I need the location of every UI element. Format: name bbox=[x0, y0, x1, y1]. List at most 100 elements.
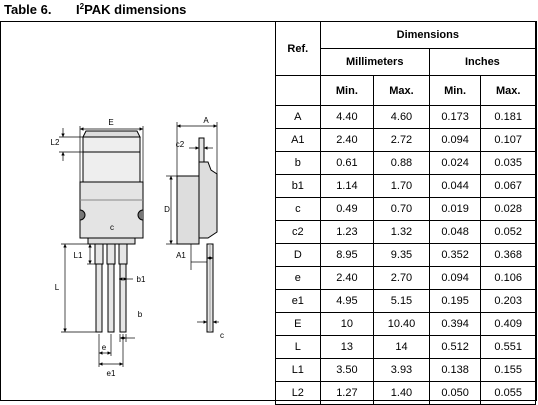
cell-ref: L2 bbox=[275, 381, 321, 405]
cell-mm-min: 8.95 bbox=[319, 243, 375, 267]
cell-mm-max: 14 bbox=[373, 335, 430, 359]
label-e1: e1 bbox=[107, 369, 116, 378]
cell-ref: L bbox=[275, 335, 321, 359]
side-dimensions bbox=[166, 122, 219, 324]
cell-mm-min: 4.40 bbox=[319, 105, 375, 129]
label-b1: b1 bbox=[137, 275, 146, 284]
cell-mm-max: 10.40 bbox=[373, 312, 430, 336]
cell-ref: D bbox=[275, 243, 321, 267]
cell-mm-min: 1.23 bbox=[319, 220, 375, 244]
cell-ref: c2 bbox=[275, 220, 321, 244]
cell-in-max: 0.181 bbox=[480, 105, 536, 129]
table-row: L 13 14 0.512 0.551 bbox=[275, 335, 536, 359]
cell-ref: e bbox=[275, 266, 321, 290]
cell-mm-min: 0.61 bbox=[319, 151, 375, 175]
dimensions-frame: E L2 c L1 L b1 b e e1 bbox=[0, 21, 537, 405]
cell-ref: E bbox=[275, 312, 321, 336]
front-labels: E L2 c L1 L b1 b e e1 bbox=[51, 118, 146, 378]
side-body bbox=[176, 161, 218, 245]
cell-in-max: 0.368 bbox=[480, 243, 536, 267]
cell-in-min: 0.094 bbox=[428, 266, 482, 290]
label-c2: c2 bbox=[176, 140, 185, 149]
label-c-side: c bbox=[220, 331, 224, 340]
cell-in-max: 0.155 bbox=[480, 358, 536, 382]
cell-mm-max: 9.35 bbox=[373, 243, 430, 267]
cell-in-min: 0.044 bbox=[428, 174, 482, 198]
cell-ref: b bbox=[275, 151, 321, 175]
subheader-mm-max: Max. bbox=[373, 75, 430, 106]
cell-mm-max: 3.93 bbox=[373, 358, 430, 382]
cell-mm-min: 13 bbox=[319, 335, 375, 359]
table-row: c 0.49 0.70 0.019 0.028 bbox=[275, 197, 536, 221]
cell-mm-min: 3.50 bbox=[319, 358, 375, 382]
inches-header: Inches bbox=[428, 48, 537, 76]
table-title: PAK dimensions bbox=[84, 2, 187, 17]
table-row: E 10 10.40 0.394 0.409 bbox=[275, 312, 536, 336]
label-D: D bbox=[164, 205, 170, 214]
label-b: b bbox=[138, 310, 143, 319]
cell-in-max: 0.067 bbox=[480, 174, 536, 198]
table-number: Table 6. bbox=[4, 2, 52, 17]
subheader-in-min: Min. bbox=[428, 75, 482, 106]
label-e: e bbox=[102, 343, 107, 352]
side-view bbox=[176, 137, 218, 333]
front-view bbox=[79, 130, 144, 333]
table-row: L2 1.27 1.40 0.050 0.055 bbox=[275, 381, 536, 405]
cell-ref: A1 bbox=[275, 128, 321, 152]
table-row: c2 1.23 1.32 0.048 0.052 bbox=[275, 220, 536, 244]
cell-ref: b1 bbox=[275, 174, 321, 198]
cell-in-min: 0.195 bbox=[428, 289, 482, 313]
cell-ref: c bbox=[275, 197, 321, 221]
cell-in-min: 0.352 bbox=[428, 243, 482, 267]
label-L: L bbox=[55, 283, 60, 292]
package-drawing: E L2 c L1 L b1 b e e1 bbox=[51, 116, 224, 378]
table-row: e1 4.95 5.15 0.195 0.203 bbox=[275, 289, 536, 313]
cell-mm-max: 4.60 bbox=[373, 105, 430, 129]
cell-mm-min: 1.14 bbox=[319, 174, 375, 198]
cell-in-max: 0.551 bbox=[480, 335, 536, 359]
cell-in-max: 0.028 bbox=[480, 197, 536, 221]
table-row: b1 1.14 1.70 0.044 0.067 bbox=[275, 174, 536, 198]
cell-in-max: 0.052 bbox=[480, 220, 536, 244]
subheader-in-max: Max. bbox=[480, 75, 536, 106]
table-row: e 2.40 2.70 0.094 0.106 bbox=[275, 266, 536, 290]
table-row: D 8.95 9.35 0.352 0.368 bbox=[275, 243, 536, 267]
label-E: E bbox=[108, 118, 113, 127]
cell-ref: A bbox=[275, 105, 321, 129]
cell-in-min: 0.024 bbox=[428, 151, 482, 175]
cell-in-max: 0.055 bbox=[480, 381, 536, 405]
table-row: b 0.61 0.88 0.024 0.035 bbox=[275, 151, 536, 175]
cell-in-min: 0.512 bbox=[428, 335, 482, 359]
label-L1: L1 bbox=[74, 251, 83, 260]
label-L2: L2 bbox=[51, 138, 60, 147]
cell-mm-max: 1.32 bbox=[373, 220, 430, 244]
table-row: A 4.40 4.60 0.173 0.181 bbox=[275, 105, 536, 129]
cell-mm-max: 0.88 bbox=[373, 151, 430, 175]
millimeters-header: Millimeters bbox=[319, 48, 430, 76]
cell-in-max: 0.035 bbox=[480, 151, 536, 175]
table-title-superscript: 2 bbox=[79, 2, 85, 11]
cell-mm-min: 10 bbox=[319, 312, 375, 336]
cell-in-min: 0.048 bbox=[428, 220, 482, 244]
dimensions-header: Dimensions bbox=[319, 21, 537, 49]
cell-mm-min: 1.27 bbox=[319, 381, 375, 405]
table-row: A1 2.40 2.72 0.094 0.107 bbox=[275, 128, 536, 152]
cell-in-min: 0.394 bbox=[428, 312, 482, 336]
table-title-prefix: I bbox=[76, 2, 80, 17]
label-A1: A1 bbox=[176, 251, 186, 260]
label-c: c bbox=[110, 223, 114, 232]
cell-in-max: 0.409 bbox=[480, 312, 536, 336]
front-tab bbox=[82, 130, 141, 138]
subheader-mm-min: Min. bbox=[319, 75, 375, 106]
side-labels: A c2 D A1 c bbox=[164, 116, 224, 340]
cell-mm-max: 1.40 bbox=[373, 381, 430, 405]
cell-mm-min: 0.49 bbox=[319, 197, 375, 221]
cell-mm-max: 1.70 bbox=[373, 174, 430, 198]
label-A: A bbox=[203, 116, 209, 125]
dimensions-table: Ref. Dimensions Millimeters Inches Min. … bbox=[275, 21, 537, 405]
cell-mm-max: 2.70 bbox=[373, 266, 430, 290]
cell-in-min: 0.019 bbox=[428, 197, 482, 221]
cell-mm-max: 5.15 bbox=[373, 289, 430, 313]
ref-header: Ref. bbox=[275, 21, 321, 76]
cell-in-min: 0.138 bbox=[428, 358, 482, 382]
